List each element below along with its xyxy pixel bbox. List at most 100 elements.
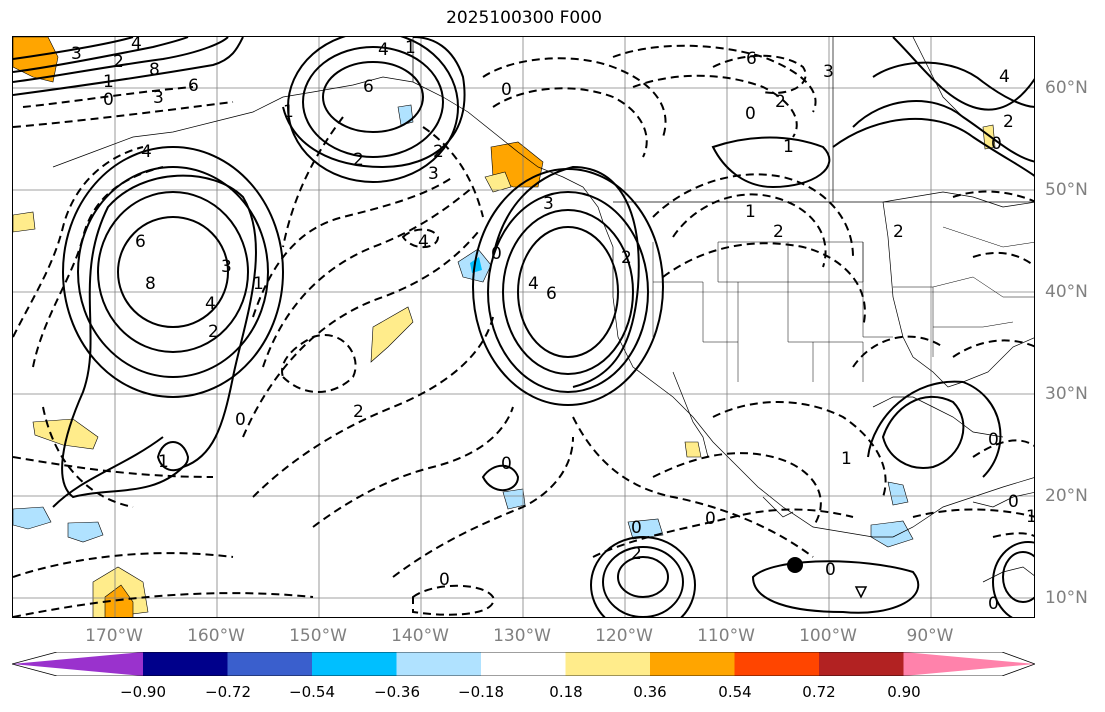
lon-label: 90°W [906, 626, 954, 646]
shade-blue-sw2 [67, 521, 104, 543]
contour-label: 0 [988, 430, 999, 450]
shaded-regions [13, 37, 996, 617]
contour-label: 2 [1003, 112, 1014, 132]
positive-contours [13, 37, 1034, 617]
colorbar-segment [12, 652, 143, 676]
shade-blue-east2 [887, 481, 909, 506]
lon-label: 140°W [391, 626, 449, 646]
contour-label: 3 [428, 164, 439, 184]
lon-label: 120°W [595, 626, 653, 646]
shade-blue-sw1 [13, 506, 52, 530]
contour-label: 6 [746, 49, 757, 69]
contour-label: 1 [283, 102, 294, 122]
map-canvas: 3 4 8 6 1 0 2 3 1 4 6 2 1 0 2 3 4 6 4 8 … [13, 37, 1035, 617]
colorbar-segment [396, 652, 482, 676]
colorbar [12, 652, 1035, 676]
contour-label: 4 [141, 142, 152, 162]
lon-label: 170°W [85, 626, 143, 646]
contour-label: 2 [208, 322, 219, 342]
colorbar-segment [819, 652, 904, 676]
colorbar-segments [12, 652, 1035, 676]
contour-label: 0 [103, 90, 114, 110]
contour-label: 1 [1026, 507, 1035, 527]
contour-label: 0 [705, 509, 716, 529]
colorbar-tick-label: 0.18 [549, 683, 583, 701]
map-title: 2025100300 F000 [446, 8, 602, 28]
contour-label: 2 [893, 222, 904, 242]
lat-label: 20°N [1045, 486, 1088, 506]
contour-label: 8 [149, 60, 160, 80]
lon-label: 160°W [187, 626, 245, 646]
contour-label: 0 [631, 518, 642, 538]
colorbar-tick-label: −0.72 [205, 683, 251, 701]
contour-label: 6 [135, 232, 146, 252]
map-panel: 3 4 8 6 1 0 2 3 1 4 6 2 1 0 2 3 4 6 4 8 … [12, 36, 1035, 618]
contour-label: 4 [131, 37, 142, 54]
colorbar-tick-label: −0.90 [120, 683, 166, 701]
contour-label: 1 [405, 38, 416, 58]
shade-yellow-alaska [484, 171, 512, 193]
contour-label: 4 [378, 40, 389, 60]
small-triangle-marker [854, 586, 868, 599]
lon-label: 100°W [799, 626, 857, 646]
colorbar-tick-label: −0.36 [374, 683, 420, 701]
contour-label: 6 [363, 77, 374, 97]
colorbar-segment [903, 652, 1035, 676]
colorbar-segment [650, 652, 735, 676]
contour-label: 0 [745, 104, 756, 124]
colorbar-tick-label: −0.54 [289, 683, 335, 701]
lon-label: 150°W [289, 626, 347, 646]
contour-label: 1 [783, 137, 794, 157]
contour-label: 4 [418, 232, 429, 252]
contour-label: 0 [825, 560, 836, 580]
lon-label: 110°W [697, 626, 755, 646]
contour-label: 4 [205, 294, 216, 314]
colorbar-tick-label: 0.90 [887, 683, 921, 701]
contour-label: 3 [71, 44, 82, 64]
colorbar-tick-label: −0.18 [458, 683, 504, 701]
colorbar-segment [565, 652, 651, 676]
lat-label: 30°N [1045, 384, 1088, 404]
contour-label: 0 [501, 454, 512, 474]
contour-label: 8 [145, 274, 156, 294]
contour-label: 2 [113, 52, 124, 72]
negative-contours [13, 44, 1034, 617]
shade-yellow-ne [982, 124, 996, 150]
contour-label: 2 [775, 92, 786, 112]
contour-label: 2 [773, 222, 784, 242]
lat-label: 40°N [1045, 282, 1088, 302]
contour-label: 0 [1008, 492, 1019, 512]
contour-label: 1 [841, 449, 852, 469]
contour-label: 1 [158, 452, 169, 472]
contour-label: 3 [221, 257, 232, 277]
contour-label: 0 [988, 594, 999, 614]
shade-yellow-baja [684, 441, 702, 458]
contour-label: 2 [353, 150, 364, 170]
shade-yellow-left [13, 211, 36, 233]
contour-label: 1 [253, 274, 264, 294]
contour-label: 0 [991, 134, 1002, 154]
shade-yellow-mid [370, 306, 414, 363]
contour-label: 3 [543, 194, 554, 214]
shade-blue-east [870, 520, 914, 548]
contour-label: 0 [235, 410, 246, 430]
storm-marker-dot [787, 557, 803, 573]
colorbar-segment [143, 652, 228, 676]
contour-label: 0 [501, 80, 512, 100]
contour-label-group: 3 4 8 6 1 0 2 3 1 4 6 2 1 0 2 3 4 6 4 8 … [71, 37, 1035, 614]
lat-label: 50°N [1045, 180, 1088, 200]
contour-label: 3 [823, 62, 834, 82]
colorbar-segment [312, 652, 397, 676]
colorbar-tick-label: 0.54 [718, 683, 752, 701]
lat-label: 60°N [1045, 78, 1088, 98]
lat-label: 10°N [1045, 588, 1088, 608]
colorbar-segment [227, 652, 313, 676]
shade-blue-center2 [470, 257, 482, 273]
contour-label: 0 [491, 244, 502, 264]
contour-label: 3 [153, 88, 164, 108]
colorbar-segment [481, 652, 566, 676]
state-borders [652, 226, 1034, 382]
colorbar-tick-label: 0.36 [633, 683, 667, 701]
contour-label: 6 [546, 284, 557, 304]
shade-blue-small [502, 488, 526, 510]
